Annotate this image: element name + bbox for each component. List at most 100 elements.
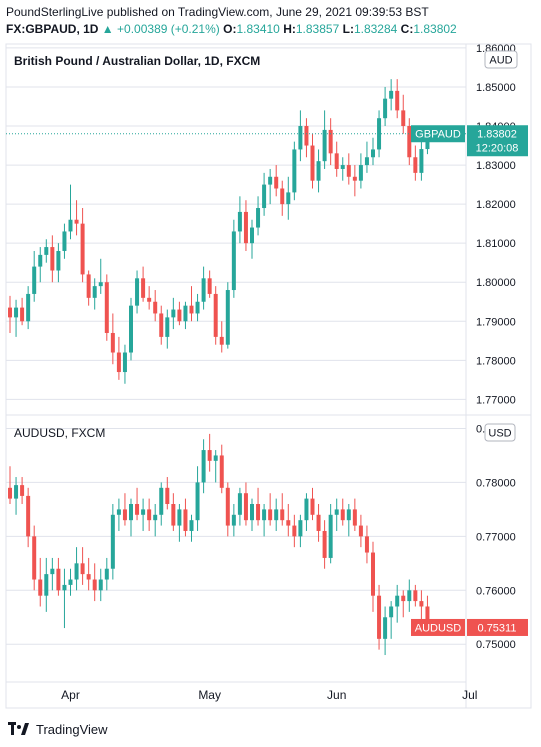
audusd-candle [129,498,133,537]
audusd-candle [171,493,176,531]
audusd-currency-badge[interactable]: USD [484,423,516,442]
candle-body [50,568,55,575]
audusd-candle [262,504,267,537]
candle-body [104,568,109,580]
candle-body [250,227,254,244]
candle-body [177,309,182,322]
candle-body [38,579,43,596]
audusd-candle [80,547,85,585]
candle-body [292,149,297,193]
candle-body [159,487,164,515]
gbpaud-candle [189,286,194,322]
candle-body [116,509,121,515]
gbpaud-price-tick: 1.82000 [476,199,516,211]
audusd-price-tick: 0.75000 [476,639,516,651]
audusd-candle [74,547,79,591]
tradingview-footer[interactable]: TradingView [8,720,108,738]
audusd-candle [165,477,170,510]
candle-body [189,520,194,531]
candle-body [207,278,212,294]
audusd-candle [310,487,315,521]
audusd-price-tick: 0.78000 [476,477,516,489]
gbpaud-candle [401,94,406,134]
gbpaud-candle [243,200,248,251]
audusd-candle [364,525,369,564]
gbpaud-candle [334,141,339,177]
audusd-candle [407,579,412,612]
candle-body [62,584,67,591]
audusd-currency: USD [488,428,511,440]
audusd-candle [177,504,182,542]
tradingview-logo-icon [8,722,29,735]
candle-body [413,590,418,602]
gbpaud-candle [346,153,351,185]
candle-body [74,219,79,224]
gbpaud-candle [159,305,164,345]
candle-body [286,520,291,526]
gbpaud-last-value-tag [467,125,528,157]
gbpaud-candle [219,321,224,353]
high-value: 1.83857 [295,22,340,36]
candle-body [310,145,315,181]
candle-body [219,336,224,345]
gbpaud-candle [116,336,121,380]
symbol-label[interactable]: FX:GBPAUD, 1D [6,22,99,36]
gbpaud-candle [237,196,242,244]
gbpaud-price-tick: 1.77000 [476,394,516,406]
audusd-candle [316,504,321,542]
candle-body [358,525,363,537]
candle-body [92,579,97,591]
candle-body [32,266,37,294]
gbpaud-candle [122,344,127,384]
candle-body [86,274,91,298]
candle-body [110,514,115,569]
change-up-arrow-icon: ▲ [101,22,114,36]
gbpaud-candle [231,219,236,298]
candle-body [129,504,133,521]
candle-body [8,487,12,499]
candle-body [334,153,339,169]
audusd-candle [352,498,357,531]
gbpaud-currency: AUD [489,55,512,67]
gbpaud-price-tick: 1.79000 [476,316,516,328]
audusd-candle [243,482,248,526]
candle-body [340,165,345,169]
gbpaud-candle [26,286,31,330]
gbpaud-pane[interactable]: 1.860001.850001.840001.830001.820001.810… [6,43,516,406]
candle-body [213,293,218,337]
candle-body [407,126,412,158]
time-axis[interactable]: Apr May Jun Jul [61,688,477,702]
audusd-candle [219,444,224,494]
candle-body [322,530,327,558]
candle-body [20,485,25,496]
gbpaud-price-tick: 1.78000 [476,355,516,367]
audusd-candle [304,493,309,531]
audusd-candle [141,498,146,531]
candle-body [364,536,369,553]
audusd-candle [383,606,388,656]
audusd-candle [116,498,121,531]
gbpaud-last-value: 1.83802 [477,129,517,141]
audusd-last-price-label: AUDUSD 0.75311 [411,618,528,636]
candle-body [237,493,242,515]
close-value: 1.83802 [413,22,457,36]
time-axis-label: May [198,688,221,702]
audusd-candle [389,601,394,639]
gbpaud-candle [147,286,152,310]
audusd-candle [14,477,19,515]
audusd-candle [135,487,140,521]
candle-body [377,118,382,150]
candle-body [74,563,79,580]
candle-body [401,595,406,602]
open-value: 1.83410 [236,22,280,36]
gbpaud-currency-badge[interactable]: AUD [484,50,518,69]
gbpaud-candle [20,297,25,326]
candle-body [8,307,12,318]
candle-body [44,247,49,255]
candle-body [425,606,430,628]
candle-body [316,161,321,181]
audusd-candle [256,487,261,526]
candle-body [129,305,133,353]
